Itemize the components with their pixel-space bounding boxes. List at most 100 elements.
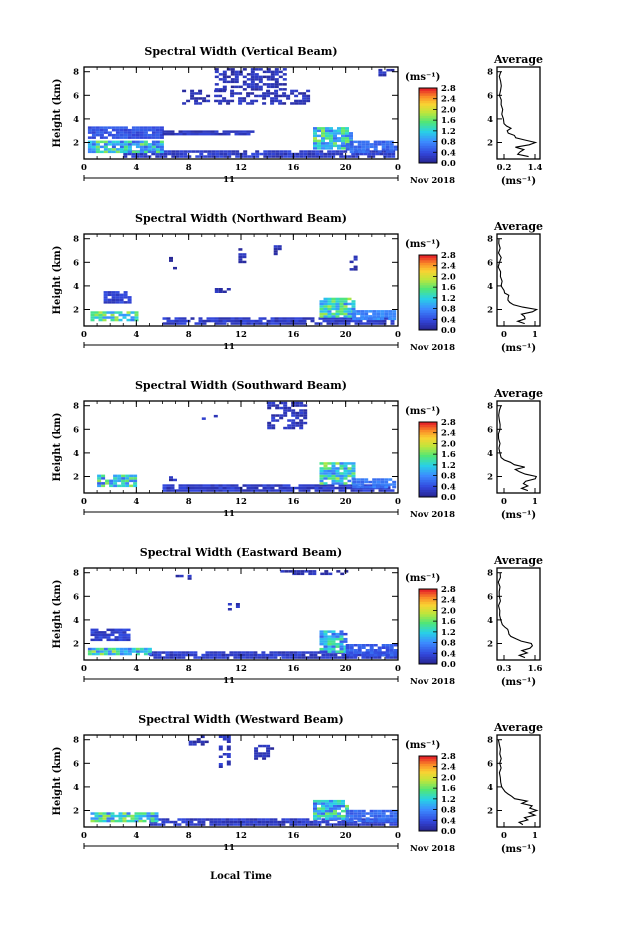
colorbar-swatch — [419, 255, 437, 258]
heatmap-cell — [223, 155, 228, 158]
heatmap-cell — [238, 92, 243, 95]
heatmap-cell — [226, 753, 231, 756]
heatmap-cell — [293, 651, 298, 654]
heatmap-cell — [103, 145, 108, 149]
heatmap-cell — [98, 819, 103, 823]
heatmap-cell — [115, 150, 120, 154]
heatmap-cell — [139, 143, 144, 146]
colorbar-swatch — [419, 818, 437, 822]
heatmap-cell — [341, 129, 345, 133]
heatmap-cell — [278, 319, 283, 323]
heatmap-cell — [127, 148, 132, 151]
heatmap-cell — [380, 310, 385, 313]
heatmap-cell — [98, 636, 103, 639]
heatmap-cell — [302, 97, 307, 100]
heatmap-cell — [221, 818, 226, 821]
colorbar-swatch — [419, 791, 437, 794]
heatmap-cell — [194, 132, 199, 136]
heatmap-cell — [333, 656, 338, 659]
heatmap-cell — [98, 812, 103, 815]
heatmap-cell — [143, 647, 148, 651]
heatmap-cell — [235, 155, 240, 158]
heatmap-cell — [130, 814, 135, 818]
average-profile-line — [498, 71, 538, 158]
heatmap-cell — [262, 75, 267, 79]
y-tick-label: 6 — [73, 425, 79, 435]
heatmap-cell — [166, 317, 171, 320]
colorbar-swatch — [419, 464, 437, 468]
x-tick-label: 8 — [186, 497, 192, 507]
heatmap-cell — [386, 489, 391, 492]
heatmap-cell — [339, 477, 344, 480]
heatmap-cell — [335, 315, 340, 318]
heatmap-cell — [327, 647, 332, 651]
heatmap-cell — [242, 317, 247, 320]
heatmap-cell — [360, 485, 365, 489]
heatmap-cell — [135, 143, 140, 146]
heatmap-cell — [356, 480, 361, 484]
heatmap-cell — [225, 823, 230, 826]
heatmap-cell — [285, 820, 290, 824]
colorbar-swatch — [419, 442, 437, 445]
y-tick-label: 6 — [73, 258, 79, 268]
heatmap-cell — [211, 152, 216, 156]
heatmap-cell — [323, 302, 328, 306]
heatmap-cell — [226, 68, 231, 71]
heatmap-cell — [181, 820, 186, 824]
heatmap-cell — [337, 807, 341, 810]
heatmap-cell — [353, 656, 358, 659]
heatmap-cell — [202, 486, 207, 490]
heatmap-cell — [234, 317, 239, 320]
heatmap-cell — [254, 88, 259, 91]
heatmap-cell — [197, 820, 202, 824]
heatmap-cell — [273, 820, 278, 824]
heatmap-cell — [242, 68, 247, 71]
colorbar-swatch — [419, 494, 437, 498]
heatmap-cell — [198, 319, 203, 323]
heatmap-cell — [376, 485, 381, 489]
heatmap-cell — [270, 484, 275, 487]
heatmap-cell — [233, 823, 238, 826]
heatmap-cell — [162, 322, 167, 325]
heatmap-cell — [182, 132, 187, 136]
average-title: Average — [493, 53, 543, 66]
heatmap-cell — [122, 636, 127, 639]
heatmap-cell — [301, 653, 306, 657]
heatmap-cell — [119, 148, 124, 151]
heatmap-cell — [374, 322, 379, 325]
heatmap-cell — [279, 401, 284, 405]
heatmap-cell — [331, 630, 336, 633]
heatmap-cell — [254, 752, 259, 755]
heatmap-cell — [341, 809, 345, 813]
heatmap-cell — [389, 145, 394, 149]
heatmap-cell — [262, 102, 267, 105]
colorbar-swatch — [419, 452, 437, 455]
heatmap-cell — [139, 152, 144, 156]
heatmap-cell — [238, 99, 243, 103]
heatmap-cell — [329, 656, 334, 659]
heatmap-cell — [381, 148, 386, 151]
colorbar-tick-label: 0.4 — [441, 816, 456, 826]
heatmap-cell — [114, 631, 119, 634]
heatmap-cell — [299, 401, 304, 405]
heatmap-cell — [381, 819, 386, 823]
heatmap-cell — [114, 628, 119, 632]
heatmap-cell — [143, 650, 148, 653]
heatmap-cell — [349, 148, 354, 151]
heatmap-cell — [230, 322, 235, 325]
heatmap-cell — [139, 133, 144, 137]
heatmap-cell — [321, 812, 325, 815]
heatmap-cell — [343, 312, 348, 316]
average-y-tick-label: 6 — [487, 258, 493, 268]
heatmap-cell — [123, 133, 128, 137]
heatmap-cell — [250, 88, 255, 91]
heatmap-cell — [87, 148, 92, 151]
heatmap-cell — [294, 99, 299, 103]
colorbar-tick-label: 2.4 — [441, 262, 456, 272]
heatmap-cell — [331, 315, 336, 318]
heatmap-cell — [317, 127, 321, 130]
heatmap-cell — [103, 293, 108, 297]
heatmap-cell — [341, 653, 346, 657]
heatmap-cell — [366, 322, 371, 325]
colorbar-swatch — [419, 806, 437, 809]
